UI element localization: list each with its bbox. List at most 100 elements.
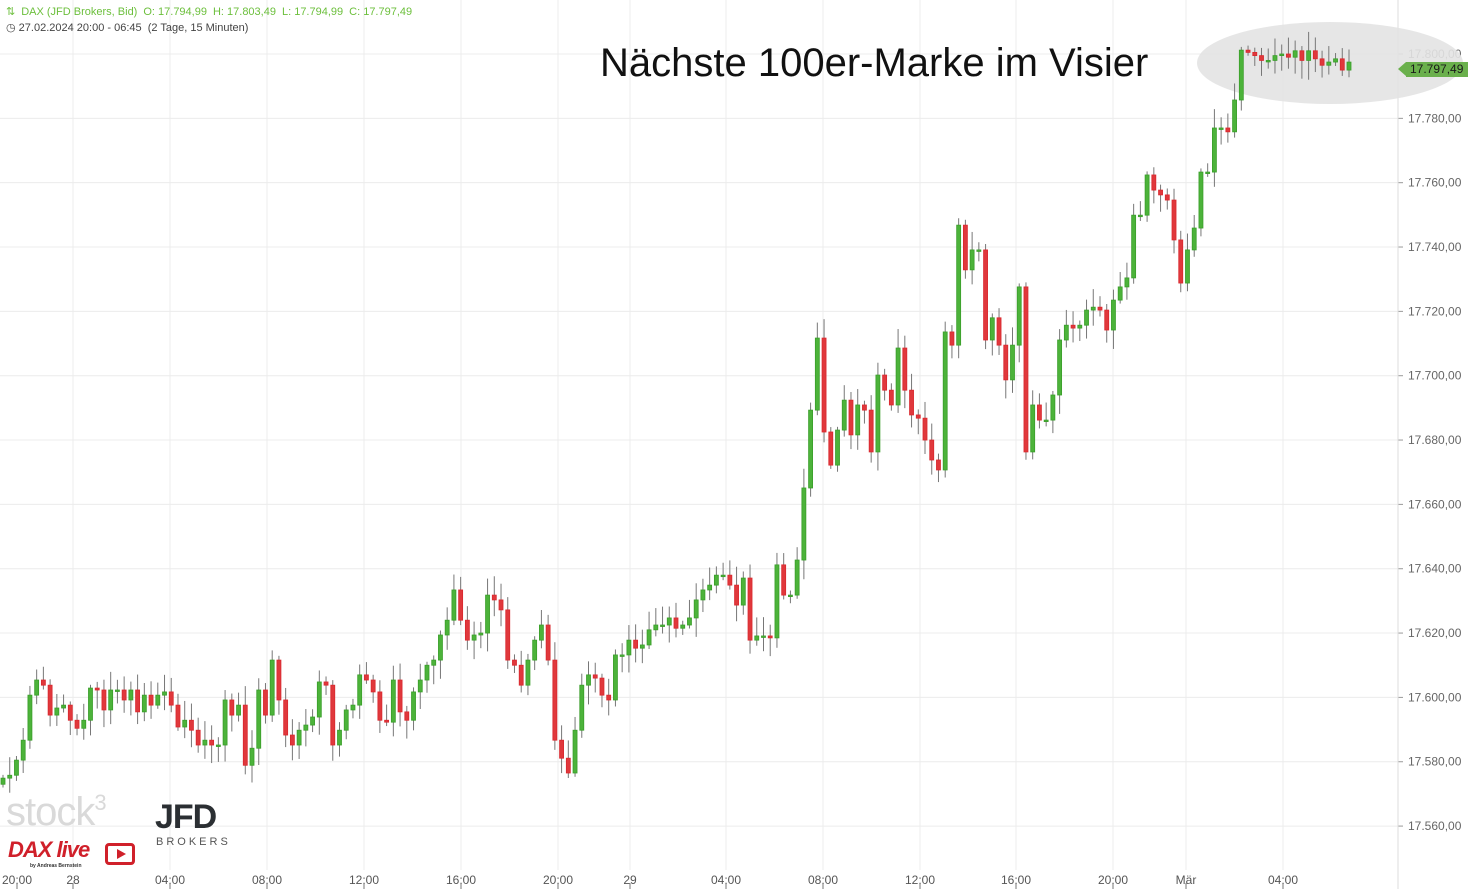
candle-down bbox=[565, 757, 571, 774]
candle-up bbox=[236, 704, 241, 716]
high-value: H: 17.803,49 bbox=[212, 6, 276, 18]
candle-up bbox=[269, 659, 275, 716]
candle-down bbox=[545, 624, 551, 661]
candle-down bbox=[902, 347, 908, 391]
candle-down bbox=[727, 574, 733, 586]
candle-up bbox=[27, 694, 33, 741]
candle-down bbox=[592, 674, 598, 679]
candle-up bbox=[1117, 286, 1123, 301]
candle-down bbox=[1023, 286, 1029, 453]
candlestick-icon: ⇅ bbox=[6, 6, 16, 18]
candle-up bbox=[7, 774, 13, 779]
candle-up bbox=[471, 634, 477, 641]
candle-up bbox=[115, 689, 120, 692]
candle-up bbox=[417, 679, 423, 693]
candle-down bbox=[1037, 404, 1042, 421]
candle-down bbox=[263, 689, 268, 716]
clock-icon: ◷ bbox=[6, 22, 16, 34]
candle-up bbox=[485, 594, 490, 634]
candle-down bbox=[1252, 51, 1258, 57]
candle-down bbox=[909, 389, 914, 416]
candle-up bbox=[1238, 49, 1244, 101]
candle-up bbox=[1232, 99, 1237, 133]
candle-up bbox=[424, 664, 430, 681]
candle-up bbox=[855, 404, 861, 436]
x-tick-label: 08:00 bbox=[252, 873, 282, 887]
candle-down bbox=[828, 431, 834, 466]
candle-down bbox=[404, 711, 410, 721]
candle-up bbox=[653, 624, 659, 631]
candle-up bbox=[411, 691, 416, 721]
candle-up bbox=[942, 331, 948, 471]
date-range: 27.02.2024 20:00 - 06:45 bbox=[18, 22, 142, 34]
x-tick-label: 28 bbox=[66, 873, 80, 887]
candle-down bbox=[135, 689, 141, 713]
candle-down bbox=[962, 224, 968, 271]
candle-down bbox=[633, 639, 639, 649]
last-price-tag: 17.797,49 bbox=[1397, 62, 1468, 77]
candle-up bbox=[1292, 50, 1298, 58]
candle-down bbox=[888, 389, 894, 406]
candle-up bbox=[693, 599, 699, 619]
candle-up bbox=[1205, 171, 1211, 174]
candle-up bbox=[1333, 58, 1338, 63]
x-tick-label: 04:00 bbox=[1268, 873, 1298, 887]
candle-up bbox=[128, 689, 134, 701]
candle-down bbox=[323, 681, 329, 686]
candle-up bbox=[808, 409, 813, 489]
candle-up bbox=[182, 719, 188, 728]
candle-down bbox=[915, 414, 921, 419]
candle-up bbox=[579, 684, 585, 731]
candle-up bbox=[337, 729, 342, 746]
candle-up bbox=[141, 694, 147, 713]
candle-up bbox=[1198, 171, 1204, 229]
candle-up bbox=[88, 687, 93, 721]
candle-up bbox=[1111, 299, 1116, 331]
y-tick-label: 17.760,00 bbox=[1408, 176, 1462, 190]
candle-up bbox=[310, 716, 315, 726]
candle-down bbox=[74, 719, 80, 729]
candle-up bbox=[296, 729, 302, 746]
candle-down bbox=[1158, 189, 1163, 196]
candle-up bbox=[1306, 50, 1312, 61]
duration: (2 Tage, 15 Minuten) bbox=[147, 22, 249, 34]
candle-down bbox=[195, 729, 201, 746]
candle-up bbox=[1218, 127, 1224, 130]
candle-up bbox=[1191, 227, 1197, 251]
candle-down bbox=[148, 694, 154, 706]
stock3-logo: stock3 bbox=[6, 790, 107, 834]
candle-down bbox=[1319, 58, 1325, 66]
candle-up bbox=[539, 624, 544, 641]
candle-down bbox=[505, 609, 511, 661]
candle-up bbox=[444, 619, 450, 636]
candle-down bbox=[512, 659, 517, 666]
candle-down bbox=[996, 317, 1002, 346]
candle-down bbox=[289, 734, 295, 746]
candle-up bbox=[720, 574, 726, 578]
candle-down bbox=[464, 619, 470, 641]
x-tick-label: 20:00 bbox=[543, 873, 573, 887]
candle-up bbox=[707, 584, 713, 591]
candle-down bbox=[848, 399, 854, 436]
candle-down bbox=[229, 699, 235, 716]
candle-down bbox=[882, 374, 888, 391]
close-value: C: 17.797,49 bbox=[349, 6, 413, 18]
candle-down bbox=[781, 564, 787, 596]
candle-up bbox=[835, 429, 840, 466]
candle-up bbox=[390, 679, 396, 723]
candle-down bbox=[868, 409, 874, 453]
candle-up bbox=[343, 709, 349, 731]
candle-down bbox=[276, 659, 282, 701]
candle-up bbox=[814, 337, 820, 411]
candle-down bbox=[862, 404, 867, 411]
candle-down bbox=[673, 617, 679, 629]
candle-down bbox=[599, 677, 605, 696]
candle-up bbox=[256, 689, 262, 749]
candle-up bbox=[1090, 306, 1096, 311]
candle-down bbox=[67, 704, 73, 721]
candle-up bbox=[794, 559, 800, 596]
candle-up bbox=[969, 249, 975, 271]
candle-up bbox=[761, 635, 766, 638]
candle-down bbox=[606, 694, 612, 701]
candle-down bbox=[734, 584, 739, 606]
